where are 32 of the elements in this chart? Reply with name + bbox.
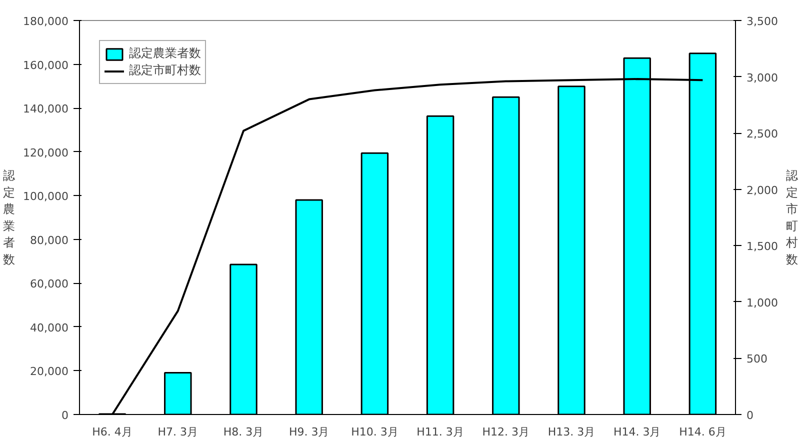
x-tick-label: H7. 3月 (158, 426, 198, 438)
y2-tick-label: 2,500 (746, 128, 778, 141)
y2-tick-label: 0 (746, 409, 754, 422)
x-tick-label: H12. 3月 (482, 426, 530, 438)
y-tick-label: 180,000 (23, 15, 69, 28)
y2-tick-label: 2,000 (746, 184, 778, 197)
legend-label: 認定市町村数 (129, 62, 201, 79)
y2-tick-label: 1,000 (746, 296, 778, 310)
y2-tick-label: 3,500 (746, 15, 778, 28)
y-tick-label: 60,000 (30, 278, 69, 291)
y2-tick-label: 3,000 (746, 71, 778, 84)
y-tick-label: 160,000 (23, 58, 69, 72)
y2-tick-label: 1,500 (746, 240, 778, 254)
y-tick-label: 40,000 (30, 321, 69, 334)
y-tick-label: 80,000 (30, 234, 69, 247)
x-tick-label: H8. 3月 (223, 426, 264, 438)
x-tick-label: H13. 3月 (548, 426, 596, 438)
y-axis-title: 認定農業者数 (3, 168, 16, 266)
legend-label: 認定農業者数 (129, 45, 201, 62)
y2-tick-label: 500 (746, 352, 768, 366)
x-tick-label: H6. 4月 (92, 426, 132, 438)
y-tick-label: 0 (62, 409, 68, 422)
x-tick-label: H11. 3月 (416, 426, 464, 438)
x-tick-label: H14. 6月 (679, 426, 726, 438)
x-tick-label: H14. 3月 (613, 426, 661, 438)
x-tick-label: H9. 3月 (288, 426, 330, 438)
y-tick-label: 140,000 (23, 102, 69, 116)
y-tick-label: 100,000 (23, 190, 69, 204)
y-tick-label: 20,000 (30, 365, 69, 378)
y-tick-label: 120,000 (23, 146, 69, 160)
x-tick-label: H10. 3月 (351, 426, 398, 438)
y2-axis-title: 認定市町村数 (784, 168, 798, 266)
